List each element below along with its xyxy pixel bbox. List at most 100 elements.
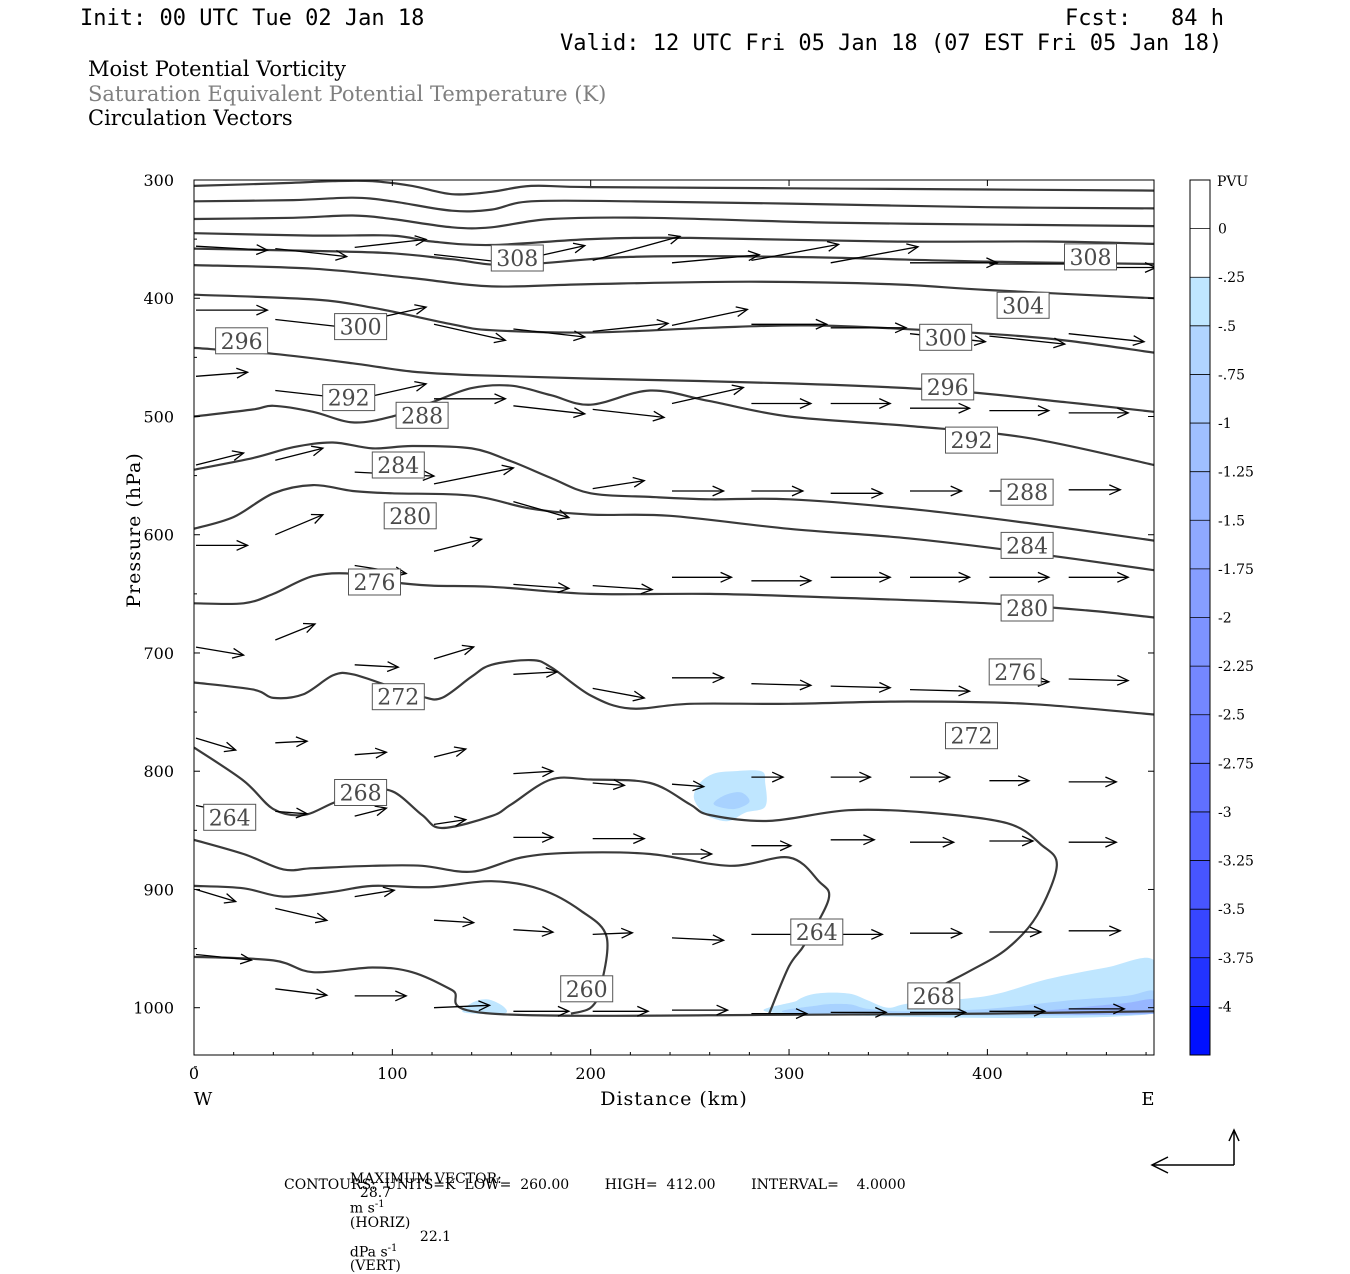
contour-label-text: 304 bbox=[1002, 294, 1044, 319]
circulation-vector bbox=[751, 318, 829, 330]
colorbar-swatch bbox=[1190, 714, 1210, 764]
circulation-vector bbox=[433, 323, 507, 344]
circulation-vector bbox=[195, 244, 269, 256]
colorbar-swatch bbox=[1190, 325, 1210, 375]
y-tick-label: 300 bbox=[143, 171, 174, 190]
reference-vector-icon bbox=[1150, 1128, 1240, 1174]
colorbar-swatch bbox=[1190, 277, 1210, 327]
colorbar-swatch bbox=[1190, 423, 1210, 473]
circulation-vector bbox=[195, 953, 254, 965]
contour-label-text: 276 bbox=[354, 571, 396, 596]
circulation-vector bbox=[751, 485, 805, 497]
contour-label-text: 264 bbox=[796, 921, 838, 946]
colorbar-swatch bbox=[1190, 957, 1210, 1007]
contour-label: 300 bbox=[919, 323, 973, 351]
contour-label: 292 bbox=[322, 384, 376, 412]
circulation-vector bbox=[1068, 925, 1122, 937]
contour-label: 284 bbox=[371, 451, 425, 479]
colorbar-label: -1.75 bbox=[1218, 562, 1254, 578]
colorbar-swatch bbox=[1190, 666, 1210, 716]
circulation-vector bbox=[592, 408, 666, 422]
theta-contour-13 bbox=[194, 746, 1058, 1009]
pv-colorbar: 0 -.25 -.5 -.75 -1 -1.25 -1.5 -1.75 -2 -2.25 -2.5 -… bbox=[1189, 179, 1254, 1056]
circulation-vector bbox=[989, 775, 1031, 787]
contour-label: 288 bbox=[1000, 478, 1054, 506]
colorbar-swatch bbox=[1190, 180, 1210, 230]
colorbar-label: -1.5 bbox=[1218, 513, 1245, 529]
circulation-vector bbox=[275, 247, 349, 261]
circulation-vector bbox=[989, 571, 1051, 583]
circulation-vector bbox=[196, 539, 250, 551]
circulation-vector bbox=[1068, 1003, 1126, 1015]
circulation-vector bbox=[354, 661, 400, 673]
circulation-vector bbox=[592, 833, 646, 845]
circulation-vector bbox=[1068, 836, 1118, 848]
theta-contour-12 bbox=[194, 658, 1154, 716]
colorbar-label: -3 bbox=[1218, 805, 1232, 821]
circulation-vector bbox=[592, 318, 670, 333]
max-vector-line: MAXIMUM VECTOR: 28.7 m s-1 (HORIZ) 22.1 … bbox=[341, 1158, 502, 1273]
circulation-vector bbox=[433, 815, 468, 827]
circulation-vector bbox=[910, 402, 972, 414]
circulation-vector bbox=[1068, 776, 1118, 788]
y-tick-label: 700 bbox=[143, 644, 174, 663]
theta-contour-layer bbox=[194, 180, 1154, 1017]
contour-label-layer: 308 308 304 300 300 296 296 292 292 288 288 284 284 2… bbox=[203, 243, 1117, 1010]
circulation-vector bbox=[672, 672, 726, 684]
circulation-vector bbox=[275, 988, 329, 1000]
circulation-vector bbox=[751, 240, 841, 262]
circulation-vector bbox=[513, 582, 571, 594]
contour-label: 308 bbox=[1064, 243, 1117, 271]
theta-contour-4 bbox=[194, 247, 1154, 267]
circulation-vector bbox=[354, 990, 408, 1002]
contour-label-text: 284 bbox=[377, 454, 419, 479]
circulation-vector bbox=[672, 485, 726, 497]
theta-contour-9 bbox=[194, 441, 1154, 542]
title-moist-pv: Moist Potential Vorticity bbox=[88, 57, 346, 81]
circulation-vector bbox=[989, 926, 1043, 938]
circulation-vector bbox=[195, 646, 246, 659]
contour-label: 292 bbox=[945, 426, 998, 454]
contour-label: 296 bbox=[215, 327, 269, 355]
circulation-vector bbox=[195, 737, 238, 753]
theta-contour-5 bbox=[194, 264, 1154, 300]
circulation-vector bbox=[592, 233, 682, 262]
circulation-vector bbox=[195, 888, 238, 904]
circulation-vector bbox=[830, 1006, 888, 1018]
circulation-vector bbox=[433, 644, 476, 660]
circulation-vector bbox=[433, 464, 515, 485]
valid-time: Valid: 12 UTC Fri 05 Jan 18 (07 EST Fri … bbox=[560, 31, 1223, 56]
circulation-vector bbox=[1068, 674, 1130, 686]
circulation-vector bbox=[751, 679, 813, 691]
max-vert-value: 22.1 bbox=[419, 1228, 452, 1245]
circulation-vector bbox=[433, 536, 484, 552]
contour-label-text: 292 bbox=[951, 429, 993, 454]
circulation-vector bbox=[830, 487, 884, 499]
east-label: E bbox=[1141, 1089, 1154, 1110]
contour-label: 288 bbox=[395, 401, 449, 429]
circulation-vector bbox=[830, 571, 892, 583]
contour-label: 284 bbox=[1000, 531, 1054, 559]
colorbar-unit: PVU bbox=[1217, 174, 1249, 190]
circulation-vector bbox=[275, 807, 309, 819]
circulation-vector bbox=[671, 780, 706, 792]
y-tick-label: 800 bbox=[143, 762, 174, 781]
circulation-vector bbox=[513, 500, 571, 520]
circulation-vector bbox=[275, 622, 317, 641]
contour-label: 296 bbox=[921, 373, 975, 401]
colorbar-swatch bbox=[1190, 617, 1210, 667]
circulation-vector bbox=[830, 771, 872, 783]
circulation-vector bbox=[910, 571, 972, 583]
circulation-vector bbox=[275, 445, 325, 461]
circulation-vector bbox=[592, 1005, 650, 1017]
circulation-vector bbox=[751, 398, 813, 409]
circulation-vector bbox=[513, 1005, 571, 1017]
y-tick-label: 1000 bbox=[133, 999, 174, 1018]
contour-label-text: 300 bbox=[925, 326, 967, 351]
theta-contour-2 bbox=[194, 214, 1154, 230]
forecast-hour: Fcst: 84 h bbox=[1065, 6, 1224, 31]
contour-label-text: 308 bbox=[496, 247, 538, 272]
circulation-vector bbox=[433, 1000, 492, 1012]
contour-label-text: 300 bbox=[340, 316, 382, 341]
y-axis-label: Pressure (hPa) bbox=[123, 452, 145, 608]
